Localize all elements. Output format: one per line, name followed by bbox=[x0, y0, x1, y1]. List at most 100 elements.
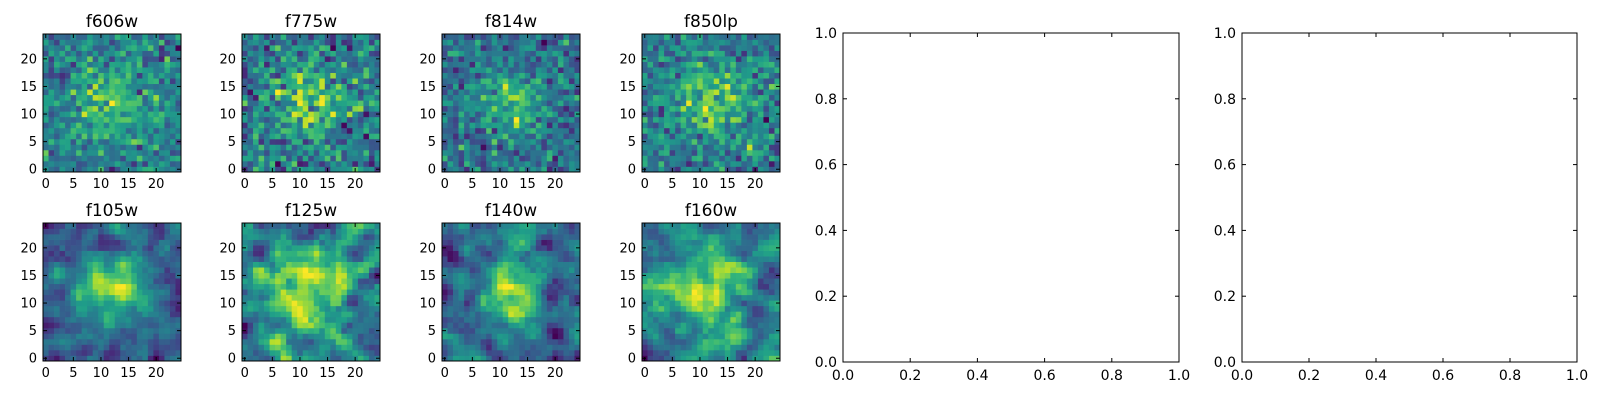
heatmap-cell bbox=[120, 111, 127, 118]
heatmap-cell bbox=[524, 261, 531, 268]
heatmap-cell bbox=[269, 78, 276, 85]
heatmap-cell bbox=[508, 311, 515, 318]
heatmap-cell bbox=[247, 78, 254, 85]
heatmap-cell bbox=[535, 245, 542, 251]
heatmap-cell bbox=[541, 160, 548, 167]
heatmap-cell bbox=[508, 111, 515, 118]
heatmap-cell bbox=[491, 122, 498, 129]
heatmap-cell bbox=[708, 105, 715, 112]
heatmap-cell bbox=[120, 39, 127, 46]
heatmap-cell bbox=[120, 289, 127, 296]
heatmap-cell bbox=[54, 300, 60, 307]
heatmap-cell bbox=[519, 294, 526, 301]
heatmap-cell bbox=[258, 138, 265, 145]
heatmap-cell bbox=[258, 300, 265, 307]
heatmap-cell bbox=[552, 94, 559, 101]
heatmap-cell bbox=[757, 311, 764, 318]
heatmap-cell bbox=[713, 138, 720, 145]
heatmap-cell bbox=[264, 278, 270, 285]
heatmap-cell bbox=[735, 305, 742, 312]
heatmap-cell bbox=[65, 234, 71, 240]
heatmap-cell bbox=[557, 155, 564, 162]
heatmap-cell bbox=[486, 344, 493, 351]
heatmap-cell bbox=[502, 94, 509, 101]
heatmap-cell bbox=[519, 166, 526, 173]
heatmap-cell bbox=[258, 56, 265, 62]
heatmap-cell bbox=[568, 322, 575, 329]
heatmap-cell bbox=[574, 322, 581, 329]
heatmap-cell bbox=[535, 316, 542, 323]
heatmap-cell bbox=[442, 239, 448, 246]
heatmap-cell bbox=[763, 155, 770, 162]
heatmap-cell bbox=[697, 155, 704, 162]
heatmap-cell bbox=[508, 300, 515, 307]
heatmap-cell bbox=[642, 149, 648, 156]
heatmap-cell bbox=[319, 261, 326, 268]
heatmap-cell bbox=[87, 289, 94, 296]
heatmap-cell bbox=[374, 94, 381, 101]
heatmap-cell bbox=[552, 267, 559, 274]
heatmap-cell bbox=[313, 100, 320, 107]
heatmap-cell bbox=[475, 228, 481, 235]
heatmap-cell bbox=[65, 116, 71, 123]
heatmap-cell bbox=[702, 160, 709, 167]
heatmap-cell bbox=[164, 223, 171, 229]
heatmap-cell bbox=[464, 272, 470, 279]
heatmap-cell bbox=[114, 34, 121, 40]
heatmap-cell bbox=[247, 300, 254, 307]
heatmap-cell bbox=[302, 166, 309, 173]
heatmap-cell bbox=[491, 261, 498, 268]
heatmap-cell bbox=[480, 127, 487, 134]
heatmap-cell bbox=[469, 234, 476, 240]
heatmap-cell bbox=[480, 316, 487, 323]
heatmap-cell bbox=[557, 267, 564, 274]
heatmap-cell bbox=[242, 100, 248, 107]
heatmap-cell bbox=[680, 133, 687, 140]
heatmap-cell bbox=[258, 116, 265, 123]
heatmap-cell bbox=[297, 45, 304, 51]
heatmap-cell bbox=[335, 311, 342, 318]
heatmap-cell bbox=[513, 234, 520, 240]
heatmap-cell bbox=[330, 89, 337, 96]
heatmap-cell bbox=[70, 239, 77, 246]
heatmap-cell bbox=[563, 355, 570, 362]
heatmap-cell bbox=[280, 122, 287, 129]
heatmap-cell bbox=[291, 100, 298, 107]
heatmap-cell bbox=[502, 305, 509, 312]
heatmap-cell bbox=[680, 61, 687, 68]
heatmap-cell bbox=[291, 300, 298, 307]
heatmap-cell bbox=[464, 127, 470, 134]
heatmap-cell bbox=[730, 349, 737, 356]
heatmap-cell bbox=[242, 127, 248, 134]
heatmap-cell bbox=[131, 305, 138, 312]
heatmap-cell bbox=[330, 250, 337, 257]
heatmap-cell bbox=[552, 228, 559, 235]
heatmap-cell bbox=[574, 344, 581, 351]
heatmap-cell bbox=[735, 344, 742, 351]
heatmap-cell bbox=[691, 294, 698, 301]
heatmap-cell bbox=[291, 261, 298, 268]
heatmap-cell bbox=[513, 116, 520, 123]
heatmap-cell bbox=[563, 256, 570, 262]
heatmap-cell bbox=[675, 94, 681, 101]
heatmap-cell bbox=[469, 39, 476, 46]
heatmap-cell bbox=[447, 122, 454, 129]
heatmap-cell bbox=[653, 116, 659, 123]
heatmap-cell bbox=[54, 122, 60, 129]
heatmap-cell bbox=[352, 228, 359, 235]
heatmap-cell bbox=[502, 272, 509, 279]
heatmap-cell bbox=[65, 322, 71, 329]
heatmap-cell bbox=[319, 272, 326, 279]
heatmap-cell bbox=[280, 89, 287, 96]
heatmap-cell bbox=[746, 338, 753, 345]
heatmap-cell bbox=[453, 267, 459, 274]
heatmap-cell bbox=[541, 261, 548, 268]
heatmap-cell bbox=[335, 155, 342, 162]
heatmap-cell bbox=[535, 138, 542, 145]
heatmap-cell bbox=[708, 278, 715, 285]
heatmap-cell bbox=[469, 305, 476, 312]
heatmap-cell bbox=[253, 160, 259, 167]
heatmap-cell bbox=[164, 105, 171, 112]
heatmap-cell bbox=[275, 322, 281, 329]
heatmap-cell bbox=[247, 133, 254, 140]
